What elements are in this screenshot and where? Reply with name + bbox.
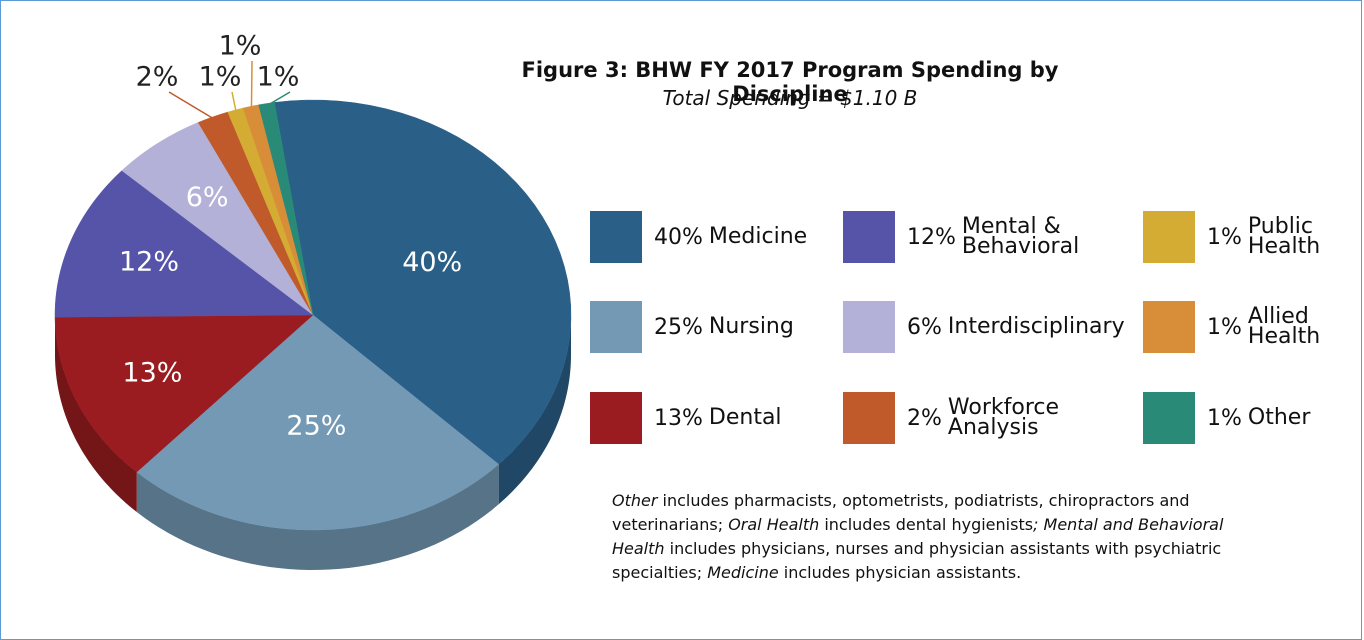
leader-line xyxy=(169,92,214,119)
data-label: 2% xyxy=(136,62,179,93)
legend-swatch xyxy=(843,392,895,444)
legend-item: 1% Other xyxy=(1143,392,1310,444)
legend-item: 25% Nursing xyxy=(590,301,794,353)
legend-percent: 2% xyxy=(907,406,942,431)
legend-item: 1%Allied Health xyxy=(1143,301,1328,353)
data-label: 1% xyxy=(257,62,300,93)
legend-label: Public Health xyxy=(1248,217,1328,257)
legend-item: 13% Dental xyxy=(590,392,782,444)
data-label: 25% xyxy=(286,410,346,441)
legend-swatch xyxy=(1143,301,1195,353)
legend-item: 1%Public Health xyxy=(1143,211,1328,263)
legend-label: Allied Health xyxy=(1248,307,1328,347)
legend-label: Mental & Behavioral xyxy=(962,217,1092,257)
data-label: 40% xyxy=(402,247,462,278)
chart-subtitle: Total Spending = $1.10 B xyxy=(480,86,1100,110)
legend-swatch xyxy=(1143,211,1195,263)
data-label: 1% xyxy=(199,62,242,93)
legend-label: Nursing xyxy=(709,317,794,337)
note-text: Medicine xyxy=(707,563,778,582)
legend-item: 12%Mental & Behavioral xyxy=(843,211,1092,263)
legend-percent: 6% xyxy=(907,315,942,340)
leader-line xyxy=(232,92,236,112)
legend-label: Workforce Analysis xyxy=(948,398,1078,438)
footnote: Other includes pharmacists, optometrists… xyxy=(612,489,1262,585)
legend-item: 2%Workforce Analysis xyxy=(843,392,1078,444)
data-label: 12% xyxy=(119,247,179,278)
note-text: includes dental hygienists xyxy=(819,515,1033,534)
legend-label: Interdisciplinary xyxy=(948,317,1125,337)
data-label: 1% xyxy=(219,31,262,62)
legend-swatch xyxy=(590,301,642,353)
legend-percent: 1% xyxy=(1207,225,1242,250)
note-text: includes physician assistants. xyxy=(779,563,1021,582)
legend-swatch xyxy=(843,211,895,263)
note-text: Oral Health xyxy=(728,515,819,534)
legend-label: Other xyxy=(1248,408,1310,428)
pie-slices xyxy=(55,100,571,530)
data-label: 13% xyxy=(122,357,182,388)
legend-percent: 25% xyxy=(654,315,703,340)
note-text: Other xyxy=(612,491,657,510)
legend-swatch xyxy=(1143,392,1195,444)
legend-percent: 12% xyxy=(907,225,956,250)
legend-item: 6% Interdisciplinary xyxy=(843,301,1125,353)
legend-percent: 1% xyxy=(1207,315,1242,340)
legend-percent: 1% xyxy=(1207,406,1242,431)
legend-swatch xyxy=(843,301,895,353)
legend-percent: 40% xyxy=(654,225,703,250)
leader-line xyxy=(251,61,252,108)
legend-swatch xyxy=(590,392,642,444)
legend-swatch xyxy=(590,211,642,263)
legend-label: Dental xyxy=(709,408,782,428)
legend-percent: 13% xyxy=(654,406,703,431)
data-label: 6% xyxy=(186,182,229,213)
legend-label: Medicine xyxy=(709,227,807,247)
legend-item: 40% Medicine xyxy=(590,211,807,263)
